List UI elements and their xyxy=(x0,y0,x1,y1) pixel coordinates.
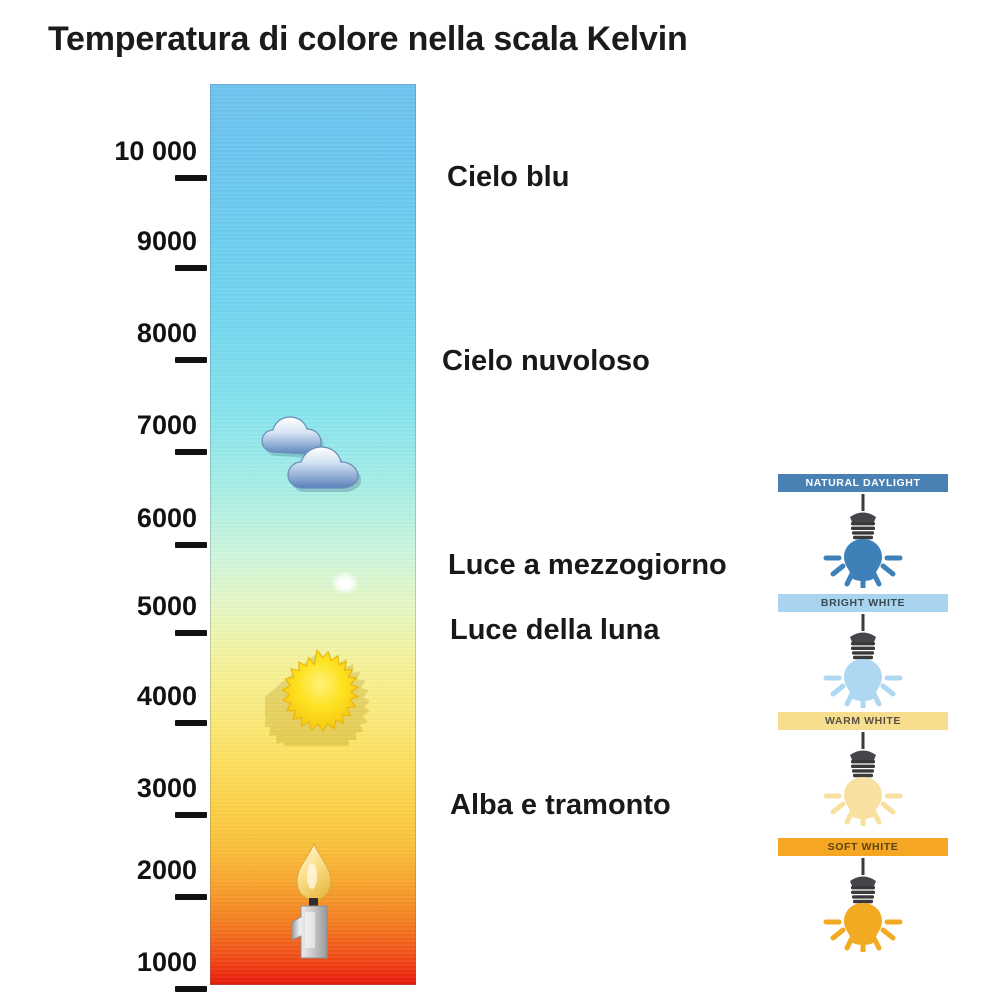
clouds-icon xyxy=(252,412,380,497)
scene-label: Luce a mezzogiorno xyxy=(448,549,727,581)
scene-label: Luce della luna xyxy=(450,614,660,646)
lightbulb-glyph xyxy=(823,858,903,952)
lightbulb-icon xyxy=(778,612,948,708)
scene-label: Cielo blu xyxy=(447,161,570,193)
axis-tick-mark xyxy=(175,894,207,900)
lightbulb-glyph xyxy=(823,494,903,588)
axis-tick-label: 8000 xyxy=(136,318,197,348)
axis-tick-mark xyxy=(175,630,207,636)
scene-label: Alba e tramonto xyxy=(450,789,671,821)
axis-tick-mark xyxy=(175,449,207,455)
bulb-card[interactable]: NATURAL DAYLIGHT xyxy=(778,474,948,588)
axis-tick-label: 6000 xyxy=(136,503,197,533)
candle-icon xyxy=(283,840,345,975)
kelvin-scale-axis: 10 000 9000 8000 7000 6000 5000 4000 3000 2000 10… xyxy=(0,0,207,1000)
scene-label: Cielo nuvoloso xyxy=(442,345,650,377)
bulb-card-banner: WARM WHITE xyxy=(778,712,948,730)
axis-tick-mark xyxy=(175,986,207,992)
axis-tick-label: 10 000 xyxy=(114,136,197,166)
lightbulb-glyph xyxy=(823,732,903,826)
lightbulb-icon xyxy=(778,730,948,826)
axis-tick-mark xyxy=(175,175,207,181)
axis-tick-label: 9000 xyxy=(136,226,197,256)
axis-tick-label: 7000 xyxy=(136,410,197,440)
bulb-card-banner: SOFT WHITE xyxy=(778,838,948,856)
bulb-card[interactable]: SOFT WHITE xyxy=(778,838,948,952)
bulb-card[interactable]: WARM WHITE xyxy=(778,712,948,826)
bulb-card-banner: BRIGHT WHITE xyxy=(778,594,948,612)
axis-tick-mark xyxy=(175,720,207,726)
axis-tick-mark xyxy=(175,265,207,271)
axis-tick-label: 4000 xyxy=(136,681,197,711)
axis-tick-mark xyxy=(175,542,207,548)
bulb-card-banner: NATURAL DAYLIGHT xyxy=(778,474,948,492)
axis-tick-label: 3000 xyxy=(136,773,197,803)
axis-tick-label: 2000 xyxy=(136,855,197,885)
page-title: Temperatura di colore nella scala Kelvin xyxy=(48,20,688,58)
lightbulb-glyph xyxy=(823,614,903,708)
axis-tick-mark xyxy=(175,812,207,818)
lightbulb-icon xyxy=(778,492,948,588)
sun-icon xyxy=(257,642,371,758)
lightbulb-icon xyxy=(778,856,948,952)
axis-tick-label: 1000 xyxy=(136,947,197,977)
bulb-card[interactable]: BRIGHT WHITE xyxy=(778,594,948,708)
moon-icon xyxy=(332,572,358,594)
axis-tick-mark xyxy=(175,357,207,363)
axis-tick-label: 5000 xyxy=(136,591,197,621)
